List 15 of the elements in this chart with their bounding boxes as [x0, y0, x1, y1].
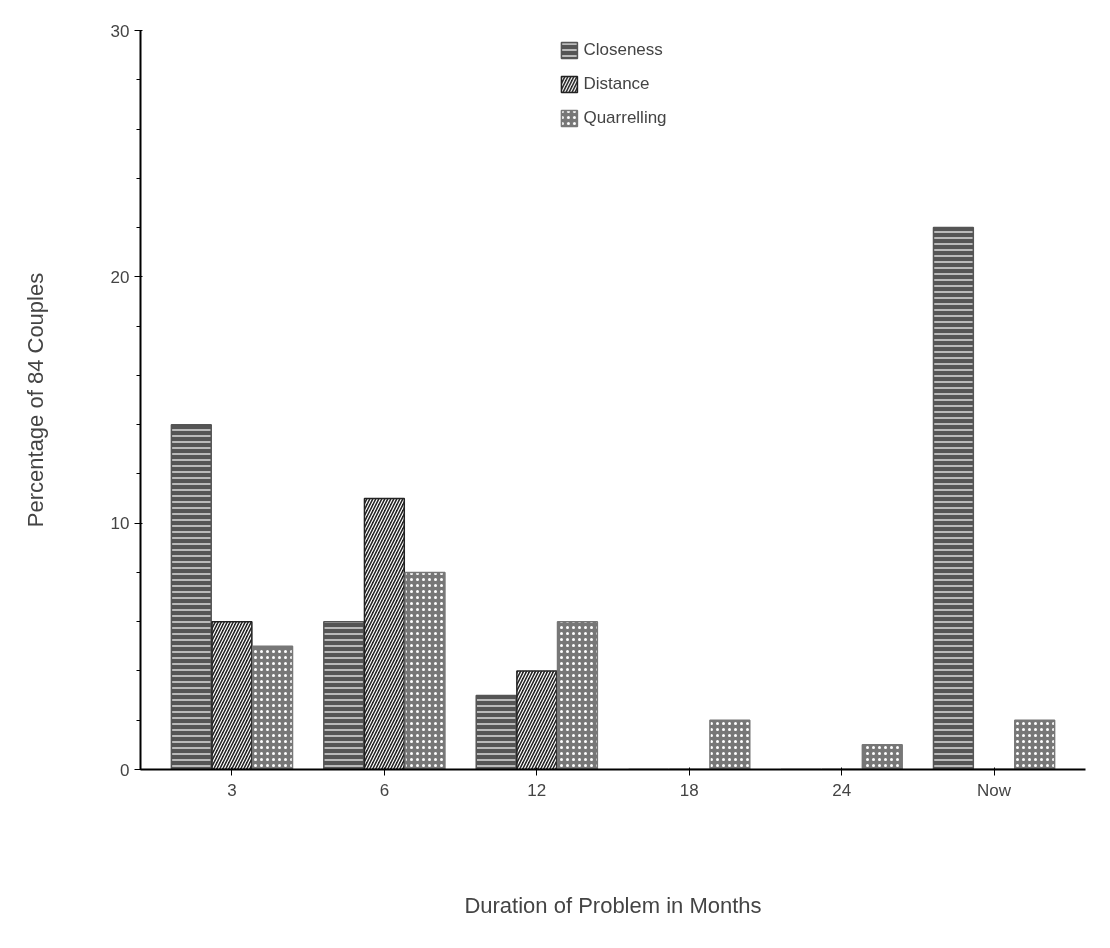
y-tick-label: 30 [110, 21, 130, 41]
x-tick-label: 3 [227, 780, 237, 800]
y-tick-label: 10 [110, 514, 130, 534]
x-tick-label: Now [977, 780, 1012, 800]
y-tick-label: 20 [110, 267, 130, 287]
legend-label: Quarrelling [583, 108, 667, 128]
x-tick-label: 24 [832, 780, 852, 800]
x-axis-title: Duration of Problem in Months [464, 892, 762, 918]
y-axis-title: Percentage of 84 Couples [22, 272, 48, 528]
y-tick-label: 0 [120, 760, 130, 780]
legend-label: Closeness [583, 40, 663, 60]
legend-label: Distance [583, 74, 650, 94]
x-tick-label: 12 [527, 780, 547, 800]
x-tick-label: 6 [379, 780, 390, 800]
x-tick-label: 18 [679, 780, 699, 800]
